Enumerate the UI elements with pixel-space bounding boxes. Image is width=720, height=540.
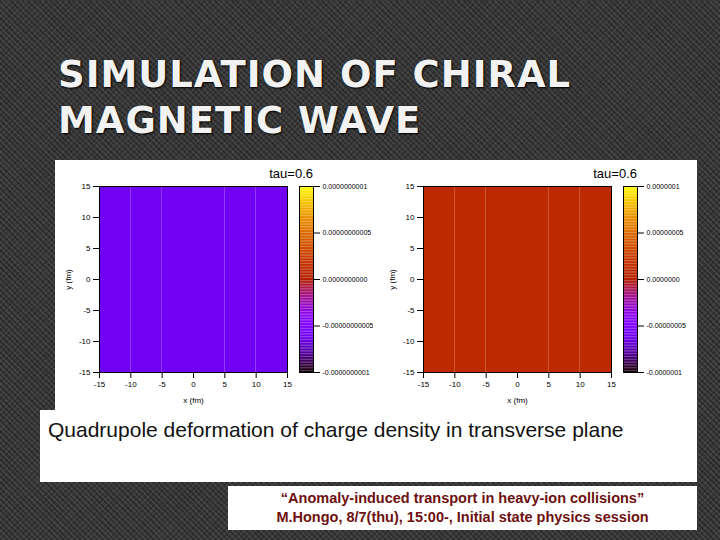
svg-text:-0.00000000005: -0.00000000005 <box>323 322 374 329</box>
svg-text:0: 0 <box>191 380 196 389</box>
html-text:“Anomaly-induced transport in: “Anomaly-induced transport in heavy-ion … <box>280 490 645 506</box>
svg-text:15: 15 <box>406 182 415 191</box>
svg-text:0: 0 <box>515 380 520 389</box>
svg-text:15: 15 <box>283 380 292 389</box>
svg-text:5: 5 <box>547 380 552 389</box>
svg-text:y (fm): y (fm) <box>388 269 397 290</box>
svg-text:-5: -5 <box>483 380 491 389</box>
svg-text:5: 5 <box>410 244 415 253</box>
svg-text:5: 5 <box>86 244 91 253</box>
svg-text:0: 0 <box>86 275 91 284</box>
html-text:Quadrupole deformation of char: Quadrupole deformation of charge density… <box>48 418 624 441</box>
html-text:M.Hongo, 8/7(thu), 15:00-, Ini: M.Hongo, 8/7(thu), 15:00-, Initial state… <box>276 509 649 525</box>
svg-text:-0.00000005: -0.00000005 <box>647 322 686 329</box>
svg-text:-0.0000000001: -0.0000000001 <box>323 369 370 376</box>
svg-text:10: 10 <box>82 213 91 222</box>
svg-text:-15: -15 <box>418 380 430 389</box>
svg-text:-10: -10 <box>125 380 137 389</box>
svg-text:0.00000000005: 0.00000000005 <box>323 229 372 236</box>
svg-text:5: 5 <box>223 380 228 389</box>
svg-text:-0.0000001: -0.0000001 <box>647 369 683 376</box>
html-text:SIMULATION OF CHIRAL MAGNETIC: SIMULATION OF CHIRAL MAGNETIC WAVE <box>58 53 572 142</box>
svg-text:0.0000000001: 0.0000000001 <box>323 183 368 190</box>
svg-text:0: 0 <box>410 275 415 284</box>
svg-text:10: 10 <box>406 213 415 222</box>
svg-text:x (fm): x (fm) <box>183 396 204 405</box>
svg-text:10: 10 <box>252 380 261 389</box>
svg-text:-5: -5 <box>83 306 91 315</box>
svg-text:-15: -15 <box>94 380 106 389</box>
svg-text:15: 15 <box>607 380 616 389</box>
svg-text:-5: -5 <box>407 306 415 315</box>
svg-text:-15: -15 <box>403 368 415 377</box>
svg-text:0.00000005: 0.00000005 <box>647 229 684 236</box>
svg-text:-10: -10 <box>79 337 91 346</box>
svg-text:-5: -5 <box>159 380 167 389</box>
svg-text:15: 15 <box>82 182 91 191</box>
html-text:tau=0.6: tau=0.6 <box>593 166 637 181</box>
svg-text:x (fm): x (fm) <box>507 396 528 405</box>
svg-text:-15: -15 <box>79 368 91 377</box>
svg-text:y (fm): y (fm) <box>64 269 73 290</box>
html-text:tau=0.6: tau=0.6 <box>269 166 313 181</box>
svg-text:10: 10 <box>576 380 585 389</box>
svg-text:-10: -10 <box>449 380 461 389</box>
svg-text:0.0000001: 0.0000001 <box>647 183 680 190</box>
svg-text:0.0000000: 0.0000000 <box>647 276 680 283</box>
svg-text:-10: -10 <box>403 337 415 346</box>
svg-text:0.0000000000: 0.0000000000 <box>323 276 368 283</box>
